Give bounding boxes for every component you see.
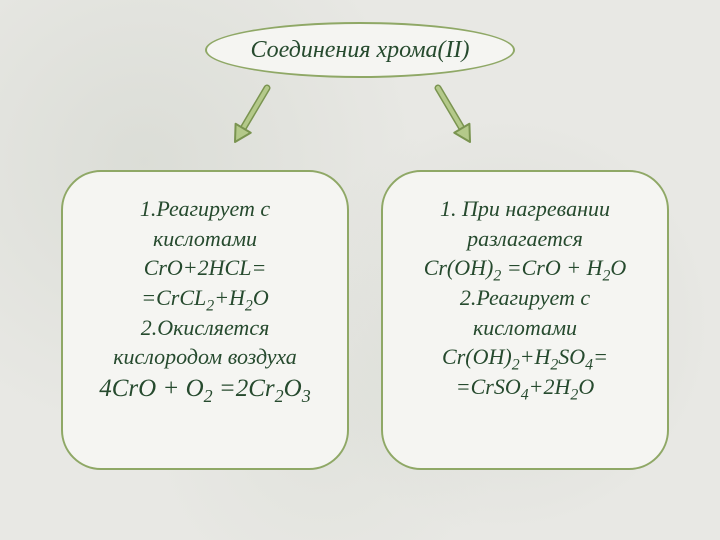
left-line-6: 4CrO + O2 =2Cr2O3 [77,372,333,406]
left-line-0: 1.Реагирует с [77,194,333,224]
right-line-6: =CrSO4+2H2O [397,372,653,402]
left-line-4: 2.Окисляется [77,313,333,343]
right-line-4: кислотами [397,313,653,343]
right-line-0: 1. При нагревании [397,194,653,224]
left-line-5: кислородом воздуха [77,342,333,372]
right-line-2: Cr(OH)2 =CrO + H2O [397,253,653,283]
arrow-right-svg [430,84,480,154]
arrow-left-svg [225,84,275,154]
left-line-1: кислотами [77,224,333,254]
left-line-3: =CrCL2+H2O [77,283,333,313]
right-line-3: 2.Реагирует с [397,283,653,313]
arrow-right [430,84,480,154]
left-content-box: 1.Реагирует скислотамиCrO+2HCL==CrCL2+H2… [61,170,349,470]
arrow-left [225,84,275,154]
page-title: Соединения хрома(II) [250,37,469,64]
title-ellipse: Соединения хрома(II) [205,22,515,78]
left-line-2: CrO+2HCL= [77,253,333,283]
right-content-box: 1. При нагреванииразлагаетсяCr(OH)2 =CrO… [381,170,669,470]
right-line-1: разлагается [397,224,653,254]
right-line-5: Cr(OH)2+H2SO4= [397,342,653,372]
